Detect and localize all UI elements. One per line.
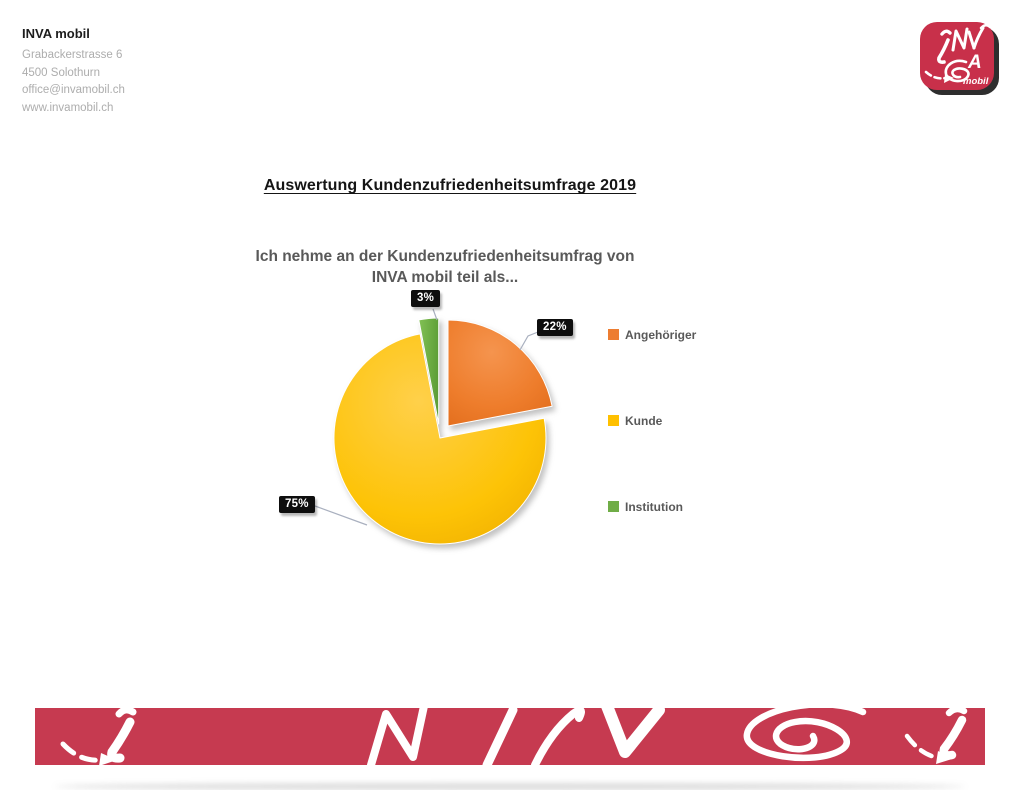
banner-i-dot-left [115,708,137,718]
footer-banner [35,708,985,765]
page-edge-shadow [55,783,965,790]
banner-hook-doodle [531,708,585,765]
email-text: office@invamobil.ch [22,84,125,96]
banner-i-dot-right [945,708,968,717]
legend-item-kunde: Kunde [608,414,662,428]
letter-n-doodle [951,27,969,52]
banner-v-doodle [601,708,665,758]
logo-background [920,22,994,90]
legend-item-angehoeriger: Angehöriger [608,328,696,342]
address-street: Grabackerstrasse 6 [22,49,123,61]
legend-label: Institution [625,500,683,514]
pie-slice-institution [418,317,440,425]
banner-n-doodle [367,708,428,765]
banner-arrowhead-left [99,753,117,765]
page-title: Auswertung Kundenzufriedenheitsumfrage 2… [263,177,637,194]
letter-v-flick [979,23,992,30]
banner-arrow-curve-left [60,741,104,763]
leader-line-3pct [432,308,438,321]
swoosh-arrowhead [944,74,954,83]
data-label-angehoeriger: 22% [537,319,573,336]
chart-title-line2: INVA mobil teil als... [371,269,519,286]
pie-chart [314,308,553,545]
banner-slash-doodle [482,708,518,765]
logo-graphic: A mobil [920,22,999,95]
letter-i-body [937,38,950,64]
chart-title-line1: Ich nehme an der Kundenzufriedenheitsumf… [255,248,635,265]
letterhead: INVA mobil Grabackerstrasse 6 4500 Solot… [22,26,125,117]
data-label-kunde: 75% [279,496,315,513]
banner-spiral-doodle [743,708,867,762]
banner-arrowhead-right [936,751,952,764]
legend-swatch-green [608,501,619,512]
swoosh-arrow-curve [924,70,948,80]
legend-label: Kunde [625,414,663,428]
inva-mobil-logo: A mobil [916,18,1006,104]
leader-line-22pct [519,331,539,351]
chart-title: Ich nehme an der Kundenzufriedenheitsumf… [235,246,655,288]
legend-swatch-orange [608,329,619,340]
leader-line-75pct [314,505,368,526]
logo-letters-doodle [924,23,992,83]
data-label-institution: 3% [411,290,441,307]
spiral-doodle [944,59,970,83]
legend-swatch-yellow [608,415,619,426]
logo-mobil-text: mobil [963,76,989,87]
letter-v-left [967,30,976,50]
logo-letter-a: A [967,52,982,73]
letter-v-right [972,26,985,50]
banner-i-body-right [939,715,967,760]
legend-label: Angehöriger [625,328,697,342]
letter-i-dot [940,29,952,36]
banner-doodles [60,708,968,765]
pie-slice-kunde [333,333,547,545]
company-name: INVA mobil [22,26,90,41]
website-text: www.invamobil.ch [22,101,114,114]
legend-item-institution: Institution [608,500,683,514]
banner-arrow-curve-right [904,733,942,761]
address-city: 4500 Solothurn [22,66,101,79]
pie-slice-angehoeriger [447,319,553,427]
banner-i-body-left [107,717,135,763]
